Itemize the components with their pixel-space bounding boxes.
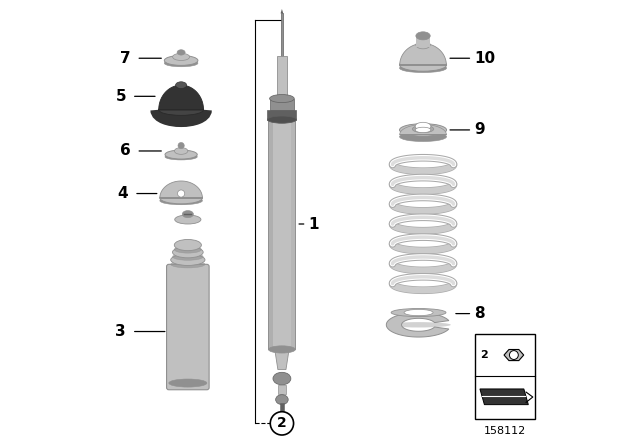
Ellipse shape xyxy=(174,240,202,251)
Ellipse shape xyxy=(269,116,296,123)
Text: 6: 6 xyxy=(120,143,131,159)
Ellipse shape xyxy=(174,148,188,154)
Ellipse shape xyxy=(404,310,433,316)
Polygon shape xyxy=(400,125,446,134)
Ellipse shape xyxy=(416,32,430,40)
Text: 4: 4 xyxy=(118,186,128,201)
Text: 1: 1 xyxy=(309,216,319,232)
Text: 5: 5 xyxy=(115,89,126,104)
Ellipse shape xyxy=(159,104,204,116)
FancyBboxPatch shape xyxy=(269,120,296,349)
Ellipse shape xyxy=(171,261,205,268)
FancyBboxPatch shape xyxy=(416,36,430,47)
Ellipse shape xyxy=(160,192,202,204)
Ellipse shape xyxy=(171,254,205,265)
Polygon shape xyxy=(387,313,449,337)
Ellipse shape xyxy=(182,211,193,218)
Text: 2: 2 xyxy=(277,416,287,431)
Ellipse shape xyxy=(273,372,291,385)
Ellipse shape xyxy=(165,154,197,160)
Text: 7: 7 xyxy=(120,51,131,66)
Ellipse shape xyxy=(268,116,296,123)
Ellipse shape xyxy=(173,253,203,260)
Ellipse shape xyxy=(415,127,431,133)
Polygon shape xyxy=(504,349,524,361)
Ellipse shape xyxy=(269,95,294,103)
FancyBboxPatch shape xyxy=(268,110,296,120)
Ellipse shape xyxy=(175,82,187,89)
Ellipse shape xyxy=(416,41,430,49)
Ellipse shape xyxy=(178,142,184,149)
Polygon shape xyxy=(159,85,204,110)
FancyBboxPatch shape xyxy=(280,403,284,411)
Polygon shape xyxy=(160,181,202,198)
Text: 158112: 158112 xyxy=(484,426,526,436)
Polygon shape xyxy=(400,43,446,65)
Bar xyxy=(475,334,535,419)
Ellipse shape xyxy=(399,124,447,136)
Ellipse shape xyxy=(399,59,447,71)
FancyBboxPatch shape xyxy=(269,99,294,110)
Ellipse shape xyxy=(276,395,288,405)
FancyBboxPatch shape xyxy=(280,13,284,56)
Ellipse shape xyxy=(175,215,201,224)
Ellipse shape xyxy=(174,246,202,253)
Circle shape xyxy=(270,412,294,435)
Ellipse shape xyxy=(391,309,446,317)
FancyBboxPatch shape xyxy=(278,385,285,394)
Ellipse shape xyxy=(169,379,207,387)
Ellipse shape xyxy=(177,50,185,55)
Text: 10: 10 xyxy=(475,51,496,66)
Polygon shape xyxy=(275,349,289,370)
FancyBboxPatch shape xyxy=(277,56,287,108)
Text: 2: 2 xyxy=(480,350,488,360)
Ellipse shape xyxy=(415,122,431,130)
Polygon shape xyxy=(480,389,529,405)
FancyBboxPatch shape xyxy=(166,264,209,390)
Ellipse shape xyxy=(412,125,434,133)
Ellipse shape xyxy=(160,197,202,205)
Polygon shape xyxy=(280,9,284,13)
Ellipse shape xyxy=(399,64,447,73)
Ellipse shape xyxy=(387,322,451,327)
Ellipse shape xyxy=(399,132,447,142)
Ellipse shape xyxy=(164,56,198,65)
Ellipse shape xyxy=(165,150,197,159)
Text: 8: 8 xyxy=(475,306,485,321)
Ellipse shape xyxy=(173,246,203,258)
Circle shape xyxy=(177,190,185,197)
Ellipse shape xyxy=(173,53,189,60)
FancyBboxPatch shape xyxy=(269,120,273,349)
Circle shape xyxy=(509,351,518,359)
Ellipse shape xyxy=(164,60,198,67)
Ellipse shape xyxy=(269,346,296,353)
Text: 3: 3 xyxy=(115,324,126,339)
FancyBboxPatch shape xyxy=(291,120,296,349)
Text: 9: 9 xyxy=(475,122,485,138)
